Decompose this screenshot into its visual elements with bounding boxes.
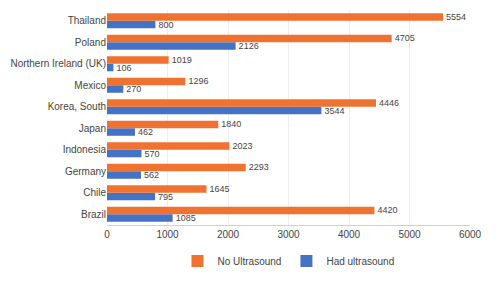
svg-text:4705: 4705 [395,33,415,43]
svg-text:2126: 2126 [239,41,259,51]
svg-text:Germany: Germany [65,166,106,177]
svg-text:2023: 2023 [232,141,252,151]
svg-text:1019: 1019 [172,55,192,65]
svg-text:Brazil: Brazil [81,209,106,220]
svg-text:270: 270 [126,84,141,94]
svg-text:462: 462 [138,127,153,137]
svg-text:3000: 3000 [277,229,300,240]
svg-text:Poland: Poland [75,37,106,48]
svg-text:Indonesia: Indonesia [63,144,107,155]
svg-text:106: 106 [116,63,131,73]
svg-text:570: 570 [144,149,159,159]
svg-text:1645: 1645 [210,184,230,194]
svg-text:No Ultrasound: No Ultrasound [218,256,282,267]
svg-text:6000: 6000 [459,229,482,240]
svg-text:800: 800 [158,20,173,30]
svg-text:Korea, South: Korea, South [48,101,106,112]
svg-text:1296: 1296 [188,76,208,86]
svg-text:Chile: Chile [83,187,106,198]
svg-text:3544: 3544 [324,106,344,116]
svg-text:2293: 2293 [249,162,269,172]
svg-text:5554: 5554 [446,12,466,22]
svg-text:Mexico: Mexico [74,80,106,91]
svg-text:2000: 2000 [217,229,240,240]
svg-text:4420: 4420 [377,205,397,215]
svg-text:Japan: Japan [79,123,106,134]
svg-text:Had ultrasound: Had ultrasound [326,256,394,267]
svg-text:Thailand: Thailand [68,15,106,26]
svg-text:4000: 4000 [338,229,361,240]
svg-text:5000: 5000 [398,229,421,240]
svg-text:0: 0 [104,229,110,240]
svg-text:1085: 1085 [176,213,196,223]
svg-text:Northern Ireland (UK): Northern Ireland (UK) [10,58,106,69]
svg-text:1840: 1840 [221,119,241,129]
svg-text:4446: 4446 [379,98,399,108]
svg-text:1000: 1000 [156,229,179,240]
svg-text:795: 795 [158,192,173,202]
svg-text:562: 562 [144,170,159,180]
